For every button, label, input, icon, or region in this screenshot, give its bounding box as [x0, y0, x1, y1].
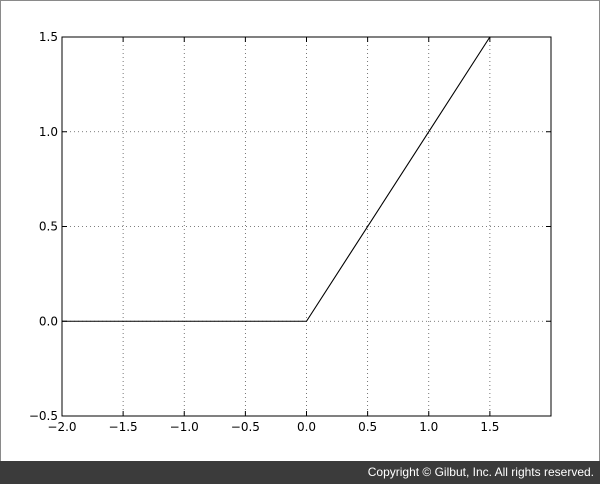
- x-tick-label: −2.0: [47, 420, 76, 434]
- x-tick-label: −1.5: [109, 420, 138, 434]
- y-tick-label: 1.0: [39, 125, 58, 139]
- copyright-text: Copyright © Gilbut, Inc. All rights rese…: [367, 465, 594, 479]
- x-tick-label: 1.0: [419, 420, 438, 434]
- y-tick-label: −0.5: [29, 409, 58, 423]
- x-tick-label: −0.5: [231, 420, 260, 434]
- relu-chart: −2.0 −1.5 −1.0 −0.5 0.0 0.5 1.0 1.5 −0.5 0.0 0.5 1.…: [29, 30, 552, 434]
- y-tick-label: 1.5: [39, 30, 58, 44]
- series-line-0: [62, 36, 491, 322]
- x-tick-label: −1.0: [170, 420, 199, 434]
- y-tick-label: 0.0: [39, 314, 58, 328]
- copyright-footer: Copyright © Gilbut, Inc. All rights rese…: [0, 461, 600, 484]
- x-tick-label: 0.0: [297, 420, 316, 434]
- x-tick-label: 1.5: [480, 420, 499, 434]
- x-tick-label: 0.5: [358, 420, 377, 434]
- y-tick-label: 0.5: [39, 220, 58, 234]
- figure-frame: −2.0 −1.5 −1.0 −0.5 0.0 0.5 1.0 1.5 −0.5 0.0 0.5 1.…: [0, 0, 600, 462]
